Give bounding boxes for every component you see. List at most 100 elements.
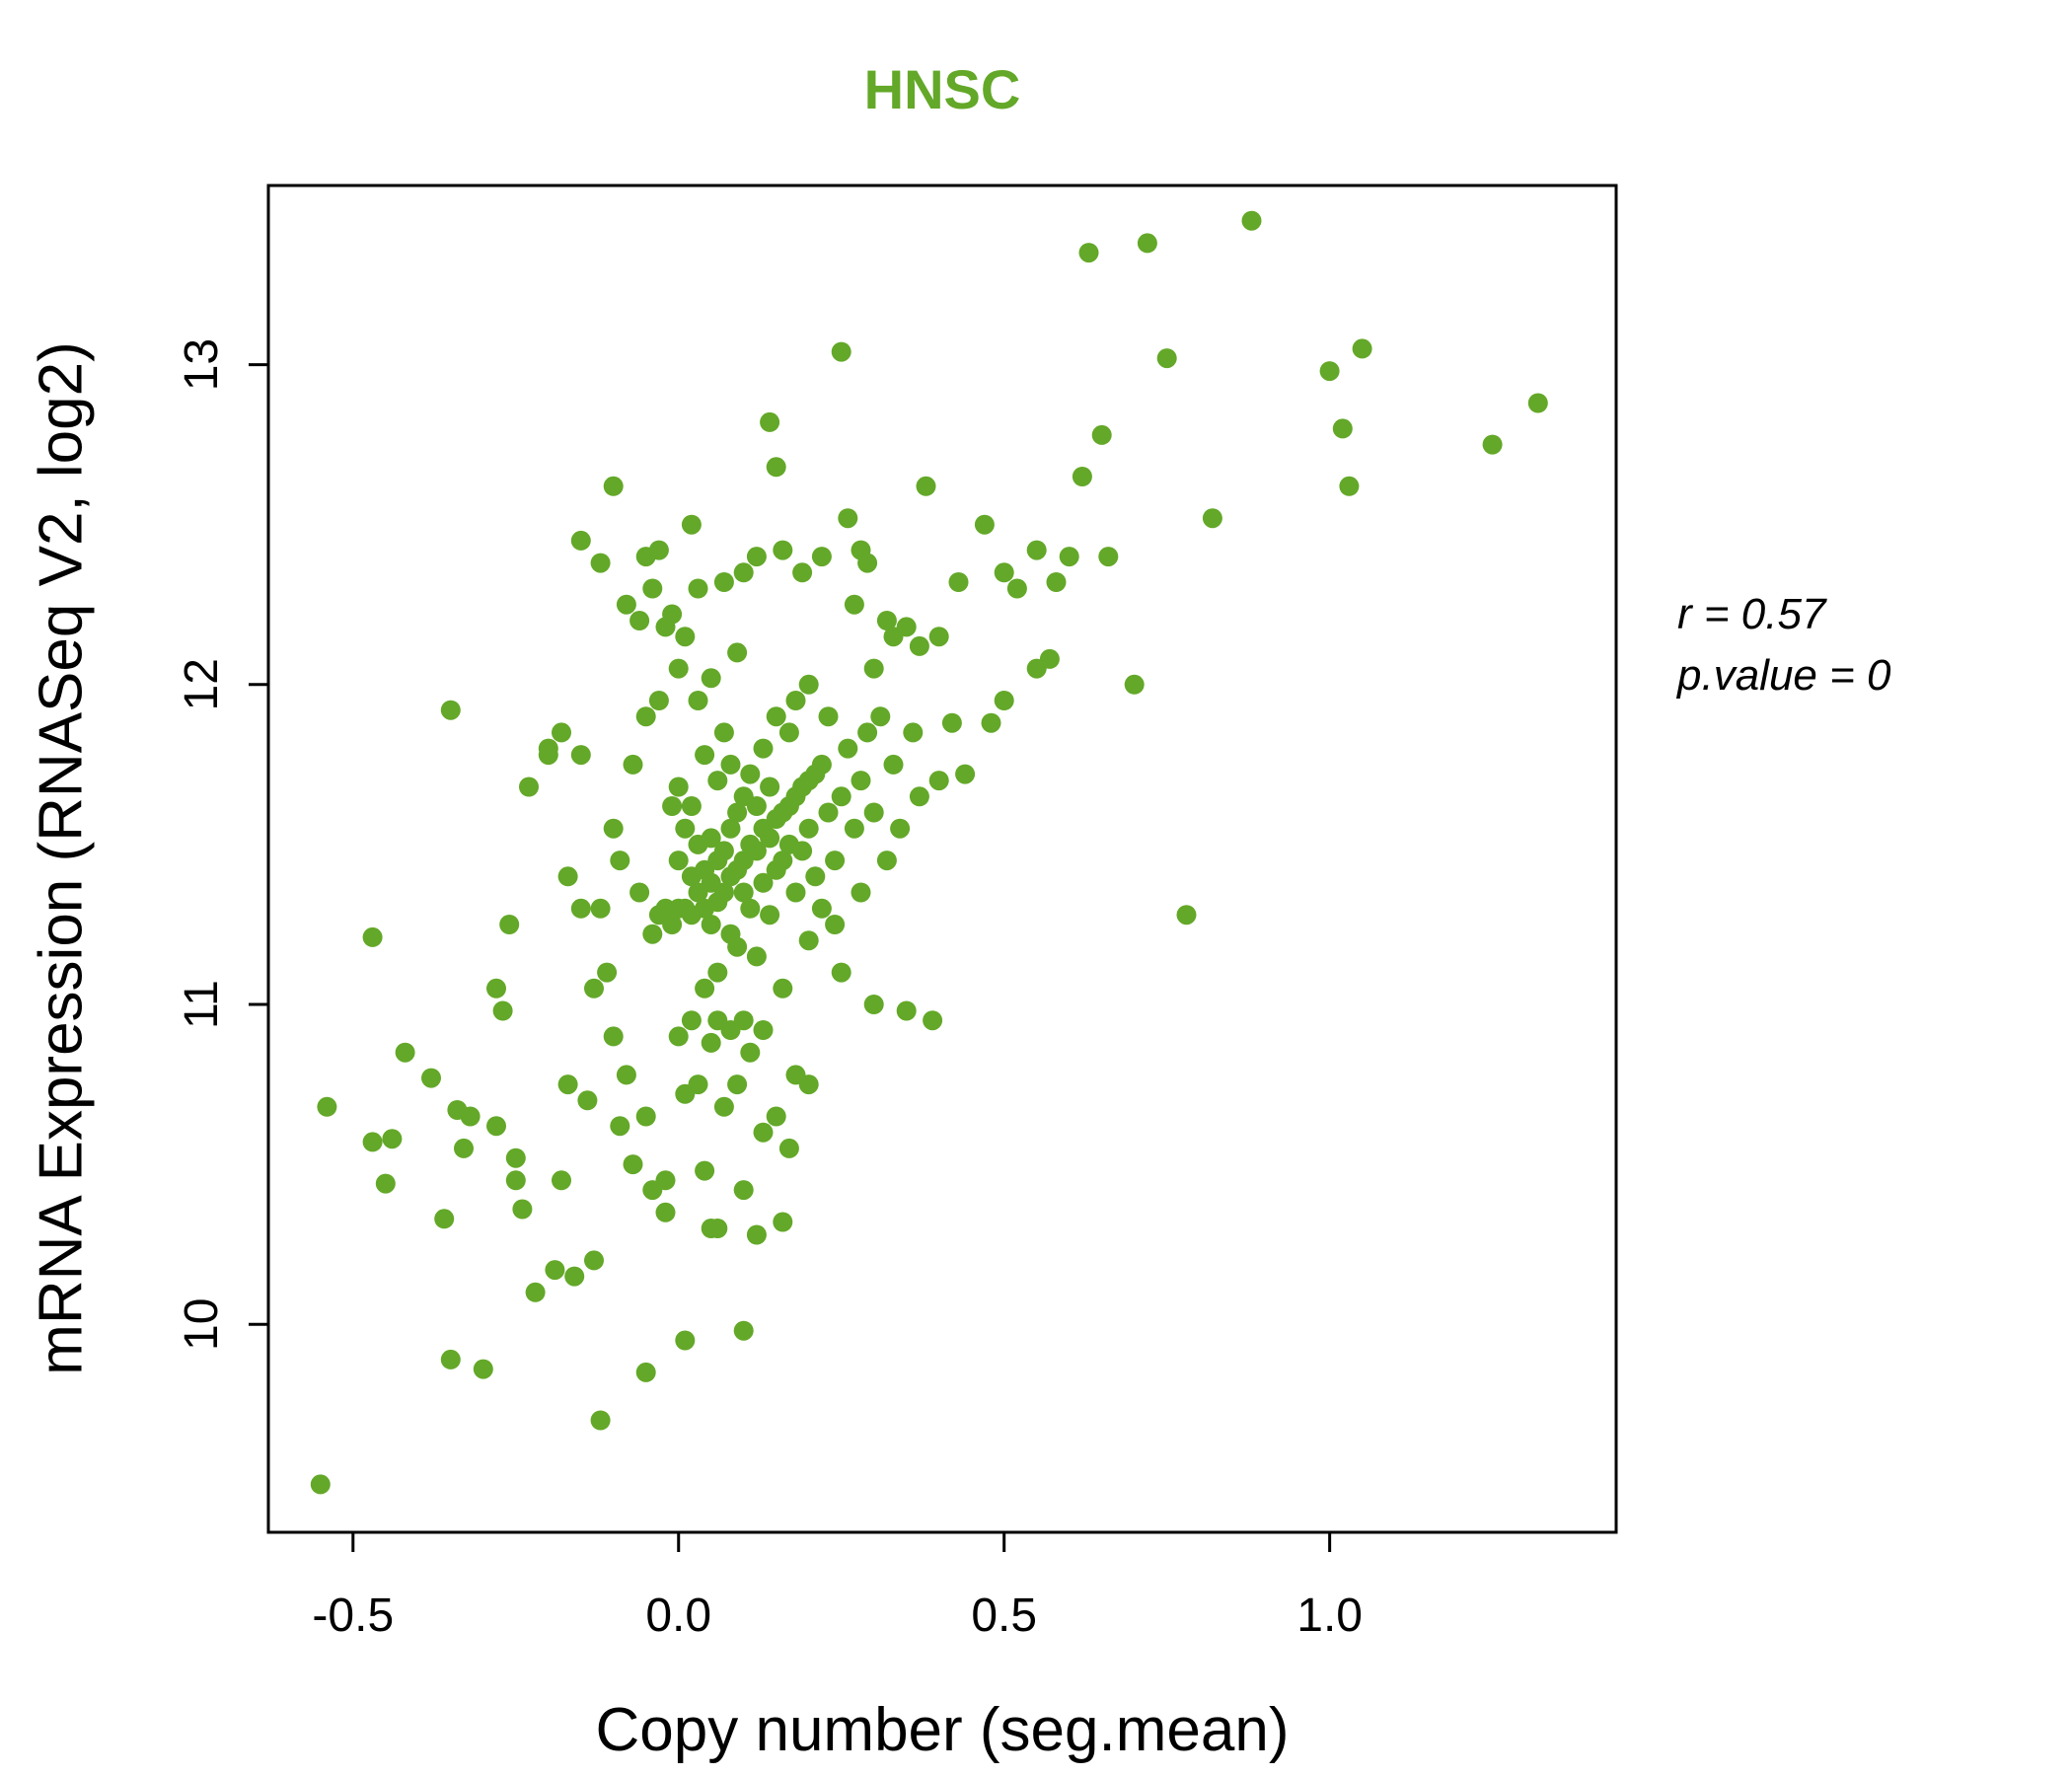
scatter-point xyxy=(603,1026,624,1047)
scatter-point xyxy=(505,1147,526,1168)
scatter-point xyxy=(701,828,721,849)
scatter-point xyxy=(590,898,611,919)
scatter-point xyxy=(733,562,754,583)
scatter-point xyxy=(720,754,741,775)
scatter-point xyxy=(792,841,813,861)
scatter-point xyxy=(798,674,819,695)
scatter-point xyxy=(746,796,767,816)
scatter-point xyxy=(713,882,734,903)
y-tick-label: 12 xyxy=(176,658,228,710)
scatter-point xyxy=(798,818,819,839)
scatter-point xyxy=(778,722,799,743)
scatter-point xyxy=(805,866,826,887)
scatter-point xyxy=(564,1266,585,1287)
scatter-point xyxy=(876,611,897,630)
scatter-point xyxy=(545,1260,565,1281)
scatter-point xyxy=(876,851,897,871)
scatter-point xyxy=(610,1116,630,1137)
scatter-point xyxy=(798,930,819,951)
scatter-point xyxy=(473,1359,493,1379)
scatter-point xyxy=(1078,243,1099,263)
scatter-point xyxy=(1319,361,1340,382)
scatter-point xyxy=(870,706,891,727)
scatter-point xyxy=(753,738,774,759)
scatter-point xyxy=(825,915,846,934)
scatter-point xyxy=(688,578,708,599)
scatter-point xyxy=(974,514,995,535)
scatter-point xyxy=(675,818,696,839)
scatter-point xyxy=(955,764,976,784)
scatter-point xyxy=(740,898,761,919)
scatter-point xyxy=(857,722,878,743)
scatter-point xyxy=(863,995,884,1014)
scatter-point xyxy=(590,553,611,573)
scatter-point xyxy=(1046,572,1067,592)
scatter-point xyxy=(760,411,780,432)
scatter-point xyxy=(863,802,884,823)
p-value-text: p.value = 0 xyxy=(1677,651,1891,700)
scatter-point xyxy=(785,882,806,903)
scatter-point xyxy=(440,700,461,720)
scatter-point xyxy=(557,1074,578,1095)
scatter-point xyxy=(557,866,578,887)
scatter-point xyxy=(994,691,1014,710)
x-axis-label: Copy number (seg.mean) xyxy=(595,1696,1290,1764)
scatter-point xyxy=(733,882,754,903)
scatter-point xyxy=(941,712,962,733)
x-tick-label: -0.5 xyxy=(312,1590,394,1642)
scatter-point xyxy=(883,754,904,775)
scatter-point xyxy=(727,936,748,957)
scatter-point xyxy=(1039,648,1060,669)
scatter-point xyxy=(701,915,721,934)
scatter-point xyxy=(831,962,851,983)
scatter-point xyxy=(538,745,558,766)
scatter-point xyxy=(928,771,949,791)
scatter-point xyxy=(909,635,929,656)
scatter-point xyxy=(1137,233,1157,254)
y-tick-label: 10 xyxy=(176,1298,228,1351)
scatter-point xyxy=(623,754,643,775)
scatter-point xyxy=(773,851,793,871)
scatter-point xyxy=(1482,434,1503,455)
scatter-point xyxy=(317,1096,337,1117)
scatter-point xyxy=(746,841,767,861)
scatter-point xyxy=(1091,424,1112,445)
x-tick-label: 1.0 xyxy=(1296,1590,1363,1642)
scatter-point xyxy=(792,562,813,583)
scatter-point xyxy=(1241,210,1262,231)
scatter-point xyxy=(1059,547,1079,567)
scatter-point xyxy=(492,1000,513,1021)
scatter-point xyxy=(570,898,591,919)
scatter-point xyxy=(727,1074,748,1095)
scatter-point xyxy=(570,530,591,551)
scatter-point xyxy=(570,745,591,766)
scatter-point xyxy=(746,547,767,567)
scatter-point xyxy=(603,818,624,839)
scatter-point xyxy=(863,658,884,679)
scatter-point xyxy=(825,851,846,871)
scatter-point xyxy=(909,786,929,807)
scatter-point xyxy=(499,915,520,934)
scatter-point xyxy=(766,457,786,478)
scatter-point xyxy=(616,594,636,615)
scatter-point xyxy=(662,915,683,934)
scatter-point xyxy=(760,905,780,925)
scatter-point xyxy=(707,962,728,983)
scatter-point xyxy=(818,802,839,823)
scatter-point xyxy=(681,514,702,535)
scatter-point xyxy=(590,1410,611,1431)
scatter-point xyxy=(740,1042,761,1063)
scatter-point xyxy=(896,617,917,637)
scatter-point xyxy=(1332,418,1353,439)
scatter-point xyxy=(648,691,669,710)
scatter-point xyxy=(707,1219,728,1238)
plot-box xyxy=(266,184,1618,1534)
scatter-point xyxy=(773,1212,793,1232)
scatter-point xyxy=(713,722,734,743)
scatter-point xyxy=(648,540,669,560)
scatter-point xyxy=(434,1209,455,1229)
scatter-point xyxy=(1176,905,1197,925)
scatter-point xyxy=(811,547,832,567)
